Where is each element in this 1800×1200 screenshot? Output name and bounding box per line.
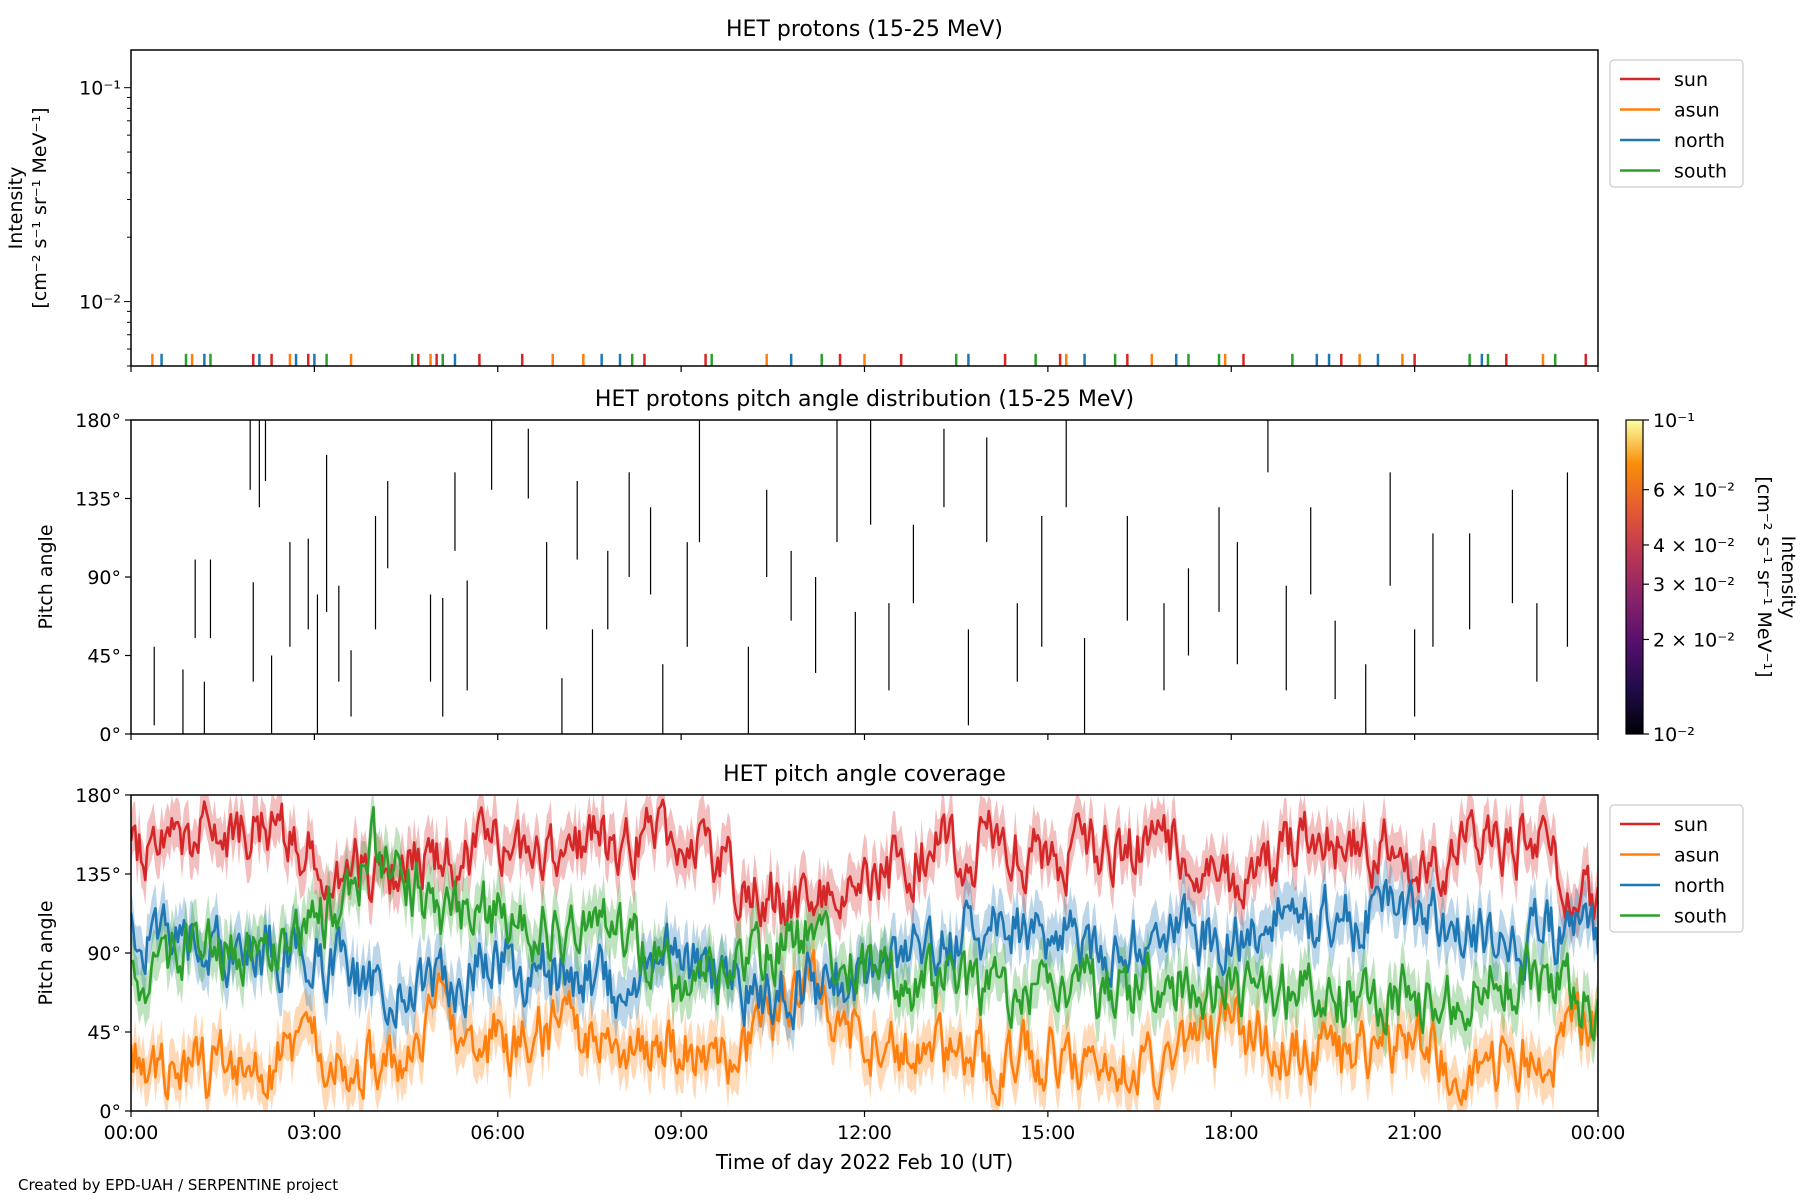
panel3-legend-label-south: south — [1674, 906, 1727, 928]
panel3-ytick-label: 0° — [99, 1101, 121, 1123]
coverage-band-south — [131, 795, 1598, 1065]
panel2-ytick-label: 135° — [75, 489, 121, 511]
panel1-ytick-label: 10⁻¹ — [79, 78, 121, 100]
panel1-legend-label-south: south — [1674, 161, 1727, 183]
x-tick-label: 18:00 — [1204, 1122, 1259, 1144]
colorbar-tick-label: 4 × 10⁻² — [1653, 535, 1735, 557]
panel3-ytick-label: 180° — [75, 785, 121, 807]
colorbar-tick-label: 2 × 10⁻² — [1653, 629, 1735, 651]
x-tick-label: 12:00 — [837, 1122, 892, 1144]
colorbar-tick-label: 10⁻² — [1653, 724, 1695, 746]
panel1-title: HET protons (15-25 MeV) — [726, 17, 1003, 42]
panel1-legend-label-asun: asun — [1674, 100, 1720, 122]
panel1-legend — [1609, 59, 1744, 188]
panel1-ylabel: Intensity — [5, 167, 27, 250]
panel3-legend-label-sun: sun — [1674, 814, 1708, 836]
coverage-line-asun — [131, 949, 1598, 1107]
panel2-title: HET protons pitch angle distribution (15… — [595, 387, 1134, 412]
x-tick-label: 09:00 — [654, 1122, 709, 1144]
panel2-ylabel: Pitch angle — [35, 524, 57, 629]
colorbar-tick-label: 10⁻¹ — [1653, 410, 1695, 432]
x-tick-label: 06:00 — [470, 1122, 525, 1144]
x-tick-label: 15:00 — [1020, 1122, 1075, 1144]
panel3-ylabel: Pitch angle — [35, 900, 57, 1005]
panel3-ytick-label: 45° — [87, 1022, 121, 1044]
panel2-ytick-label: 90° — [87, 567, 121, 589]
panel1-ylabel-units: [cm⁻² s⁻¹ sr⁻¹ MeV⁻¹] — [29, 107, 51, 308]
panel1-frame — [130, 49, 1599, 367]
panel1-ytick-label: 10⁻² — [79, 292, 121, 314]
panel1-legend-label-north: north — [1674, 130, 1725, 152]
panel2-ytick-label: 45° — [87, 646, 121, 668]
x-tick-label: 21:00 — [1387, 1122, 1442, 1144]
colorbar-tick-label: 6 × 10⁻² — [1653, 480, 1735, 502]
panel3-ytick-label: 90° — [87, 943, 121, 965]
panel3-legend-label-asun: asun — [1674, 845, 1720, 867]
x-tick-label: 00:00 — [104, 1122, 159, 1144]
panel1-legend-label-sun: sun — [1674, 69, 1708, 91]
x-tick-label: 03:00 — [287, 1122, 342, 1144]
panel2-ytick-label: 180° — [75, 410, 121, 432]
panel2-ytick-label: 0° — [99, 724, 121, 746]
coverage-band-north — [131, 855, 1598, 1054]
colorbar-tick-label: 3 × 10⁻² — [1653, 574, 1735, 596]
coverage-line-south — [131, 805, 1598, 1042]
x-axis-label: Time of day 2022 Feb 10 (UT) — [715, 1150, 1013, 1174]
panel3-title: HET pitch angle coverage — [723, 762, 1006, 787]
panel3-legend-label-north: north — [1674, 875, 1725, 897]
credit-text: Created by EPD-UAH / SERPENTINE project — [18, 1176, 339, 1194]
panel3-plot-area — [131, 795, 1598, 1111]
colorbar-label: Intensity — [1777, 536, 1799, 619]
colorbar — [1625, 419, 1644, 735]
panel3-legend — [1609, 804, 1744, 933]
x-tick-label: 00:00 — [1571, 1122, 1626, 1144]
colorbar-label-units: [cm⁻² s⁻¹ sr⁻¹ MeV⁻¹] — [1753, 476, 1775, 677]
panel3-ytick-label: 135° — [75, 864, 121, 886]
